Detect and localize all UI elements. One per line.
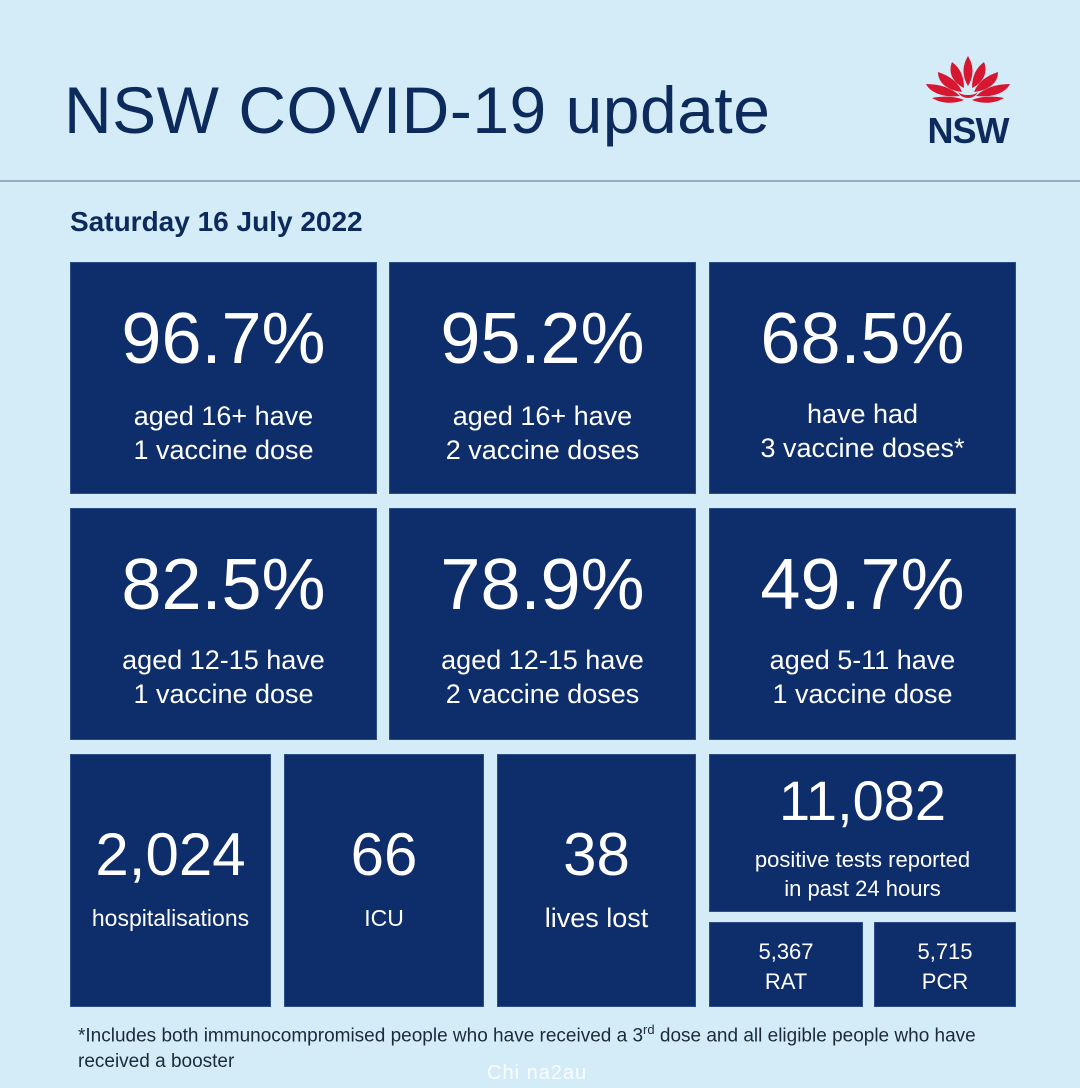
stat-label-line2: 2 vaccine doses [445,679,640,709]
stat-label-line2: 1 vaccine dose [133,679,314,709]
stat-label-line2: 2 vaccine doses [445,435,640,465]
page-title: NSW COVID-19 update [64,73,771,147]
stat-label-line1: aged 12-15 have [441,645,644,675]
rat-tile: 5,367 RAT [709,922,863,1007]
stat-label: RAT [764,969,808,994]
icu-tile: 66 ICU [284,754,484,1007]
stat-value: 82.5% [121,545,326,625]
vaccine-tile-3doses: 68.5% have had 3 vaccine doses* [709,262,1016,494]
hospitalisations-tile: 2,024 hospitalisations [70,754,271,1007]
watermark: Chi na2au [487,1062,588,1084]
footnote-text-1: *Includes both immunocompromised people … [78,1025,644,1047]
stat-label-line2: in past 24 hours [784,876,941,901]
stat-label: lives lost [544,903,649,933]
vaccine-tile-16plus-1dose: 96.7% aged 16+ have 1 vaccine dose [70,262,377,494]
footnote-text-2: dose and all eligible people who have re… [78,1025,976,1073]
stat-value: 5,715 [917,939,973,964]
vaccine-tile-5-11-1dose: 49.7% aged 5-11 have 1 vaccine dose [709,508,1016,740]
stat-label-line1: aged 5-11 have [769,645,956,675]
stat-value: 38 [563,821,630,888]
header: NSW COVID-19 update NSW [0,0,1080,182]
stat-value: 95.2% [440,299,645,379]
nsw-logo-text: NSW [927,110,1010,151]
stat-value: 68.5% [760,299,965,379]
stat-label: PCR [921,969,969,994]
stat-label: hospitalisations [91,905,250,931]
stat-label: ICU [364,905,404,931]
stat-label-line2: 3 vaccine doses* [760,433,965,463]
stat-value: 96.7% [121,299,326,379]
positive-tests-tile: 11,082 positive tests reported in past 2… [709,754,1016,912]
vaccine-tile-12-15-2doses: 78.9% aged 12-15 have 2 vaccine doses [389,508,696,740]
stat-label-line2: 1 vaccine dose [133,435,314,465]
stat-value: 78.9% [440,545,645,625]
footnote: *Includes both immunocompromised people … [78,1017,1038,1075]
stat-value: 66 [350,821,418,888]
nsw-logo: NSW [918,52,1018,152]
stat-label-line2: 1 vaccine dose [772,679,953,709]
vaccine-tile-12-15-1dose: 82.5% aged 12-15 have 1 vaccine dose [70,508,377,740]
stat-label-line1: positive tests reported [754,847,971,872]
stat-label-line1: aged 16+ have [133,401,314,431]
footnote-superscript: rd [643,1022,655,1037]
report-date: Saturday 16 July 2022 [70,206,363,237]
stat-label-line1: aged 12-15 have [122,645,325,675]
waratah-flower-icon [926,56,1010,103]
stat-label-line1: aged 16+ have [452,401,633,431]
vaccine-tile-16plus-2doses: 95.2% aged 16+ have 2 vaccine doses [389,262,696,494]
stat-label-line1: have had [806,399,919,429]
stat-value: 5,367 [758,939,814,964]
lives-lost-tile: 38 lives lost [497,754,696,1007]
stat-value: 2,024 [95,821,246,888]
stat-value: 11,082 [778,769,947,832]
pcr-tile: 5,715 PCR [874,922,1016,1007]
stat-value: 49.7% [760,545,965,625]
